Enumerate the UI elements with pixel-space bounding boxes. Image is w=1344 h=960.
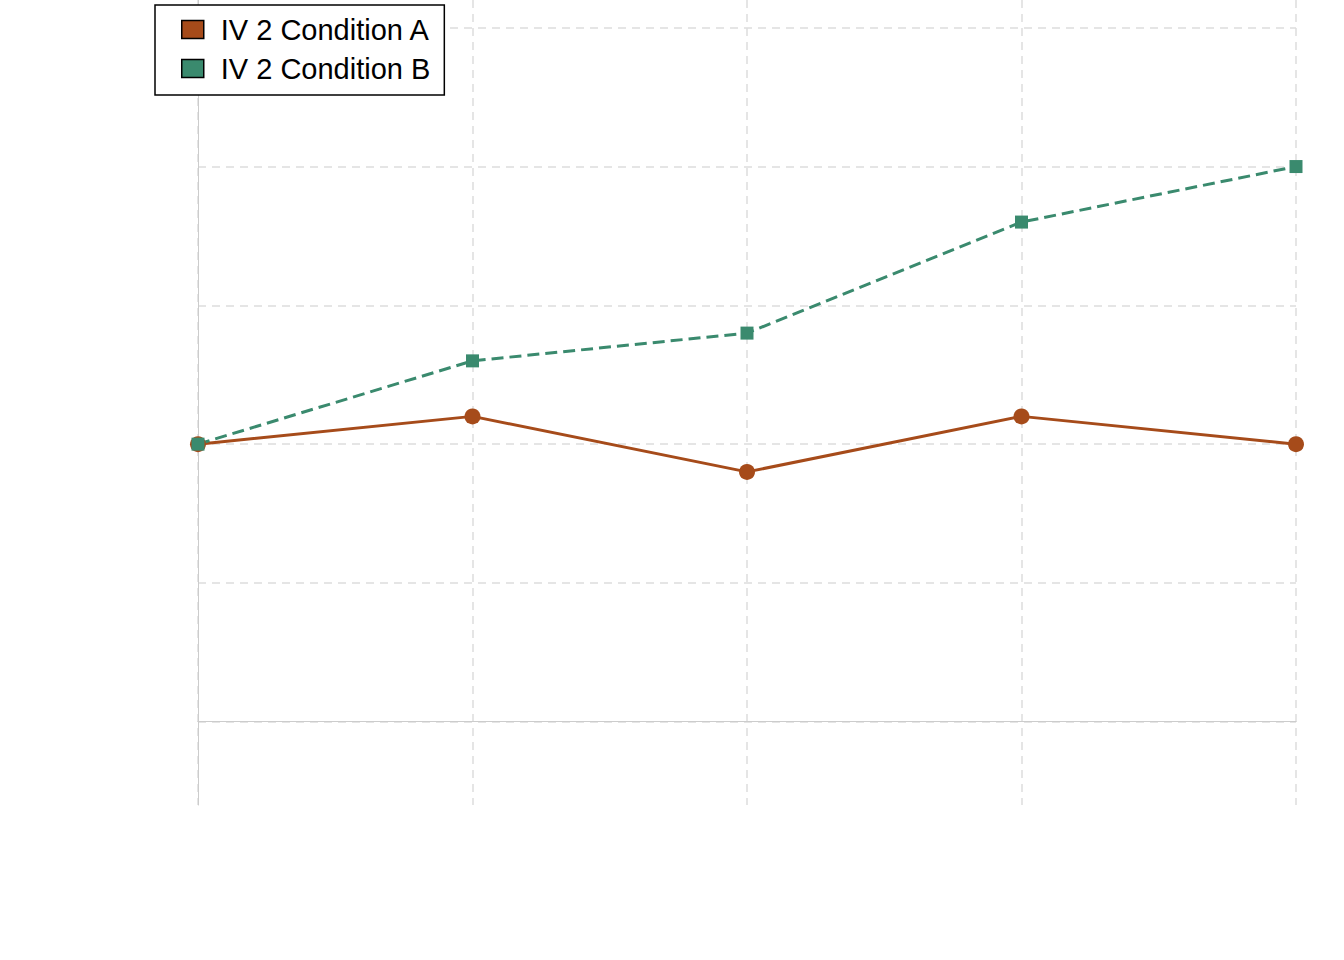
svg-text:IV 2 Condition B: IV 2 Condition B: [221, 53, 431, 85]
svg-text:IV 2 Condition A: IV 2 Condition A: [221, 14, 430, 46]
